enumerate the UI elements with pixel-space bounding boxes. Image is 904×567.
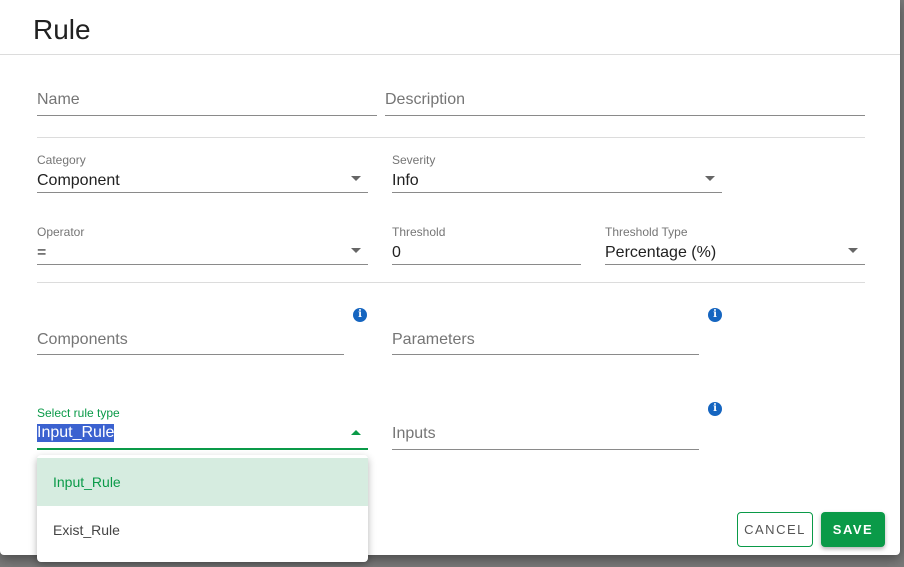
rule-type-label: Select rule type <box>37 406 120 420</box>
inputs-placeholder: Inputs <box>392 425 436 442</box>
chevron-down-icon <box>848 248 858 253</box>
threshold-type-value: Percentage (%) <box>605 244 717 261</box>
name-placeholder: Name <box>37 91 80 108</box>
menu-item-exist-rule[interactable]: Exist_Rule <box>53 522 120 538</box>
dialog-title: Rule <box>33 14 91 45</box>
rule-type-select[interactable]: Select rule type Input_Rule <box>37 406 368 450</box>
rule-type-value: Input_Rule <box>37 424 115 442</box>
severity-value: Info <box>392 172 419 189</box>
chevron-up-icon <box>351 430 361 435</box>
divider <box>37 137 865 138</box>
threshold-type-select[interactable]: Threshold Type Percentage (%) <box>605 225 865 265</box>
threshold-input[interactable]: Threshold 0 <box>392 225 581 265</box>
menu-item-input-rule[interactable]: Input_Rule <box>37 458 368 506</box>
severity-select[interactable]: Severity Info <box>392 153 722 193</box>
category-label: Category <box>37 153 86 167</box>
threshold-value: 0 <box>392 244 401 261</box>
operator-select[interactable]: Operator = <box>37 225 368 265</box>
chevron-down-icon <box>351 176 361 181</box>
divider <box>0 54 900 55</box>
rule-type-menu: Input_Rule Exist_Rule <box>37 455 368 562</box>
save-button[interactable]: SAVE <box>821 512 885 547</box>
threshold-label: Threshold <box>392 225 446 239</box>
category-value: Component <box>37 172 120 189</box>
description-input[interactable]: Description <box>385 88 865 116</box>
chevron-down-icon <box>705 176 715 181</box>
name-input[interactable]: Name <box>37 88 377 116</box>
operator-value: = <box>37 244 47 261</box>
divider <box>37 282 865 283</box>
cancel-button[interactable]: CANCEL <box>737 512 813 547</box>
info-icon[interactable]: i <box>708 402 722 416</box>
threshold-type-label: Threshold Type <box>605 225 688 239</box>
info-icon[interactable]: i <box>353 308 367 322</box>
operator-label: Operator <box>37 225 85 239</box>
components-input[interactable]: Components <box>37 328 344 355</box>
severity-label: Severity <box>392 153 436 167</box>
components-placeholder: Components <box>37 331 128 348</box>
inputs-input[interactable]: Inputs <box>392 422 699 450</box>
category-select[interactable]: Category Component <box>37 153 368 193</box>
parameters-placeholder: Parameters <box>392 331 475 348</box>
info-icon[interactable]: i <box>708 308 722 322</box>
chevron-down-icon <box>351 248 361 253</box>
description-placeholder: Description <box>385 91 466 108</box>
parameters-input[interactable]: Parameters <box>392 328 699 355</box>
